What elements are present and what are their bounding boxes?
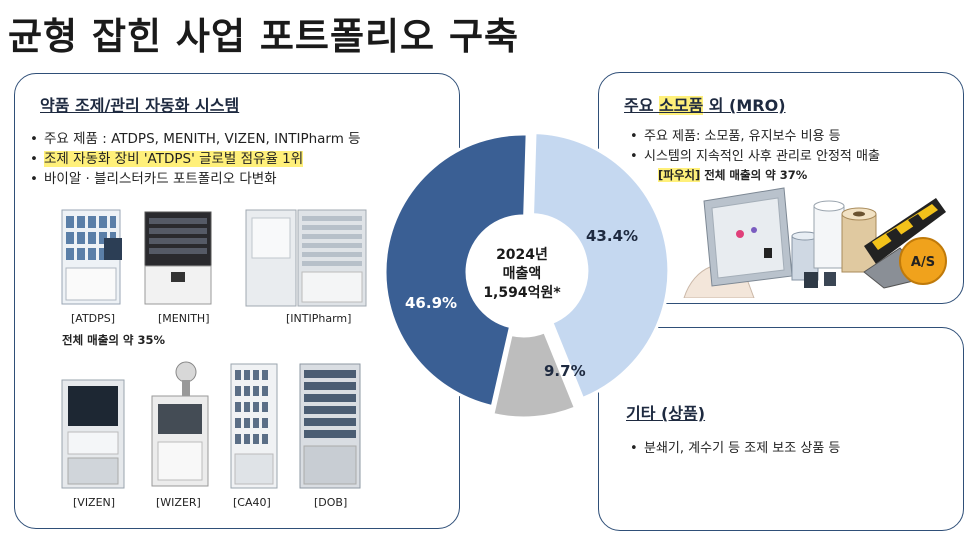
donut-center-amount: 1,594억원* (483, 285, 561, 301)
atdps-machine-image (61, 209, 122, 305)
as-badge-text: A/S (911, 255, 935, 270)
revenue-donut-chart (383, 131, 668, 420)
slice-label-automation: 46.9% (405, 294, 458, 312)
product-label-wizer: [WIZER] (156, 496, 201, 509)
product-label-menith: [MENITH] (158, 312, 210, 325)
mro-share-note: [파우치] 전체 매출의 약 37% (658, 168, 808, 182)
automation-panel-title: 약품 조제/관리 자동화 시스템 (40, 96, 240, 115)
donut-center-caption: 매출액 (502, 266, 542, 282)
page-title: 균형 잡힌 사업 포트폴리오 구축 (8, 15, 520, 58)
as-badge-icon: A/S (899, 237, 947, 285)
mro-bullet-1: • 주요 제품: 소모품, 유지보수 비용 등 (630, 129, 841, 144)
etc-panel-title: 기타 (상품) (626, 404, 706, 423)
donut-slice-automation (383, 132, 529, 409)
donut-slice-etc (491, 329, 578, 420)
menith-machine-image (144, 211, 212, 305)
product-label-vizen: [VIZEN] (73, 496, 116, 509)
mro-panel-title: 주요 소모품 외 (MRO) (624, 96, 786, 115)
donut-center-label: 2024년 매출액 1,594억원* (476, 246, 568, 303)
automation-bullet-1: • 주요 제품 : ATDPS, MENITH, VIZEN, INTIPharm… (30, 131, 361, 147)
automation-bullet-2: • 조제 자동화 장비 'ATDPS' 글로벌 점유율 1위 (30, 151, 304, 167)
slice-label-etc: 9.7% (544, 362, 586, 380)
intipharm-machine-image (245, 209, 367, 307)
automation-bullet-3: • 바이알 · 블리스터카드 포트폴리오 다변화 (30, 171, 277, 187)
automation-share-note: 전체 매출의 약 35% (62, 333, 166, 347)
mro-consumables-image (683, 187, 946, 298)
donut-slice-mro (531, 131, 668, 401)
wizer-machine-image (151, 361, 209, 487)
product-label-dob: [DOB] (314, 496, 348, 509)
product-label-intipharm: [INTIPharm] (286, 312, 352, 325)
mro-bullet-2: • 시스템의 지속적인 사후 관리로 안정적 매출 (630, 149, 880, 164)
etc-bullet-1: • 분쇄기, 계수기 등 조제 보조 상품 등 (630, 441, 841, 456)
donut-center-year: 2024년 (496, 247, 548, 263)
vizen-machine-image (61, 379, 125, 489)
slice-label-mro: 43.4% (586, 227, 639, 245)
etc-panel (598, 327, 964, 531)
product-label-atdps: [ATDPS] (71, 312, 116, 325)
ca40-machine-image (230, 363, 278, 489)
product-label-ca40: [CA40] (233, 496, 271, 509)
dob-machine-image (299, 363, 361, 489)
